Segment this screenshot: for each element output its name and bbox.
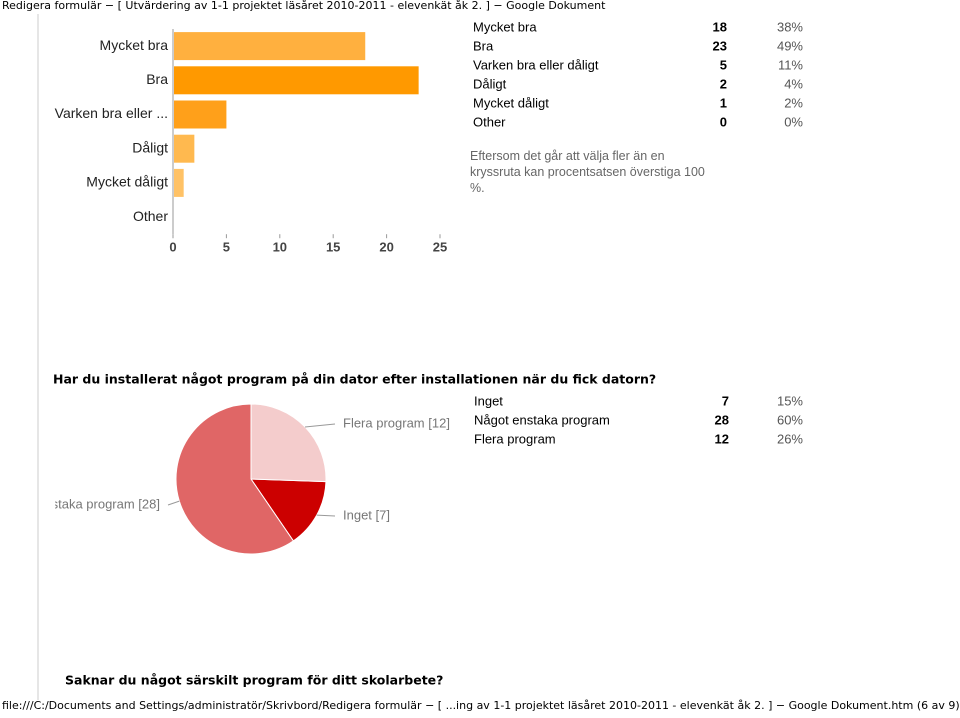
footer: file:///C:/Documents and Settings/admini… <box>2 699 960 712</box>
question-title: Har du installerat något program på din … <box>53 372 656 387</box>
table-percent: 38% <box>777 19 803 34</box>
pie-slice <box>175 403 295 555</box>
table-count: 23 <box>713 38 727 53</box>
table-label: Bra <box>473 38 494 53</box>
category-label: Mycket dåligt <box>86 174 168 190</box>
pie-label: Inget [7] <box>343 507 390 522</box>
table-count: 12 <box>715 431 729 446</box>
table-count: 18 <box>713 19 727 34</box>
table-label: Varken bra eller dåligt <box>473 57 599 72</box>
table-percent: 2% <box>784 95 803 110</box>
bar <box>174 32 366 61</box>
x-tick-label: 20 <box>379 240 393 255</box>
note: Eftersom det går att välja fler än en kry… <box>470 149 705 195</box>
table-label: Flera program <box>474 431 556 446</box>
bar <box>174 134 195 163</box>
bar <box>174 100 227 129</box>
table-label: Dåligt <box>473 76 507 91</box>
x-tick-label: 0 <box>169 240 176 255</box>
question-title: Saknar du något särskilt program för dit… <box>65 673 443 688</box>
table-percent: 11% <box>778 57 803 72</box>
bar <box>174 66 419 95</box>
table-percent: 0% <box>784 114 803 129</box>
table-count: 5 <box>720 57 727 72</box>
table-label: Mycket dåligt <box>473 95 549 110</box>
table-label: Mycket bra <box>473 19 537 34</box>
table-percent: 4% <box>784 76 803 91</box>
table-count: 28 <box>715 412 729 427</box>
bar <box>174 168 184 197</box>
category-label: Mycket bra <box>100 37 169 53</box>
table-label: Något enstaka program <box>474 412 610 427</box>
table-percent: 26% <box>777 431 803 446</box>
x-tick-label: 10 <box>273 240 287 255</box>
leader-line <box>167 500 180 506</box>
table-count: 7 <box>722 393 729 408</box>
category-label: Other <box>133 208 168 224</box>
table-label: Inget <box>474 393 503 408</box>
leader-line <box>304 423 336 428</box>
table-count: 1 <box>720 95 727 110</box>
pie-slice <box>250 403 327 483</box>
table-percent: 49% <box>777 38 803 53</box>
pie-label: Något enstaka program [28] <box>0 496 160 511</box>
header-title: Redigera formulär − [ Utvärdering av 1-1… <box>2 0 606 12</box>
table-label: Other <box>473 114 506 129</box>
pie-slice <box>250 478 327 542</box>
leader-line <box>316 514 336 517</box>
x-tick-label: 15 <box>326 240 340 255</box>
pie-labels: Inget [7] Något enstaka program [28] Flera… <box>0 415 450 522</box>
category-label: Bra <box>146 71 168 87</box>
pie-label: Flera program [12] <box>343 415 450 430</box>
category-label: Dåligt <box>132 139 168 155</box>
x-tick-label: 25 <box>433 240 447 255</box>
x-tick-label: 5 <box>223 240 230 255</box>
table-percent: 60% <box>777 412 803 427</box>
category-label: Varken bra eller ... <box>55 105 168 121</box>
table-count: 0 <box>720 114 727 129</box>
table-percent: 15% <box>777 393 803 408</box>
table-count: 2 <box>720 76 727 91</box>
